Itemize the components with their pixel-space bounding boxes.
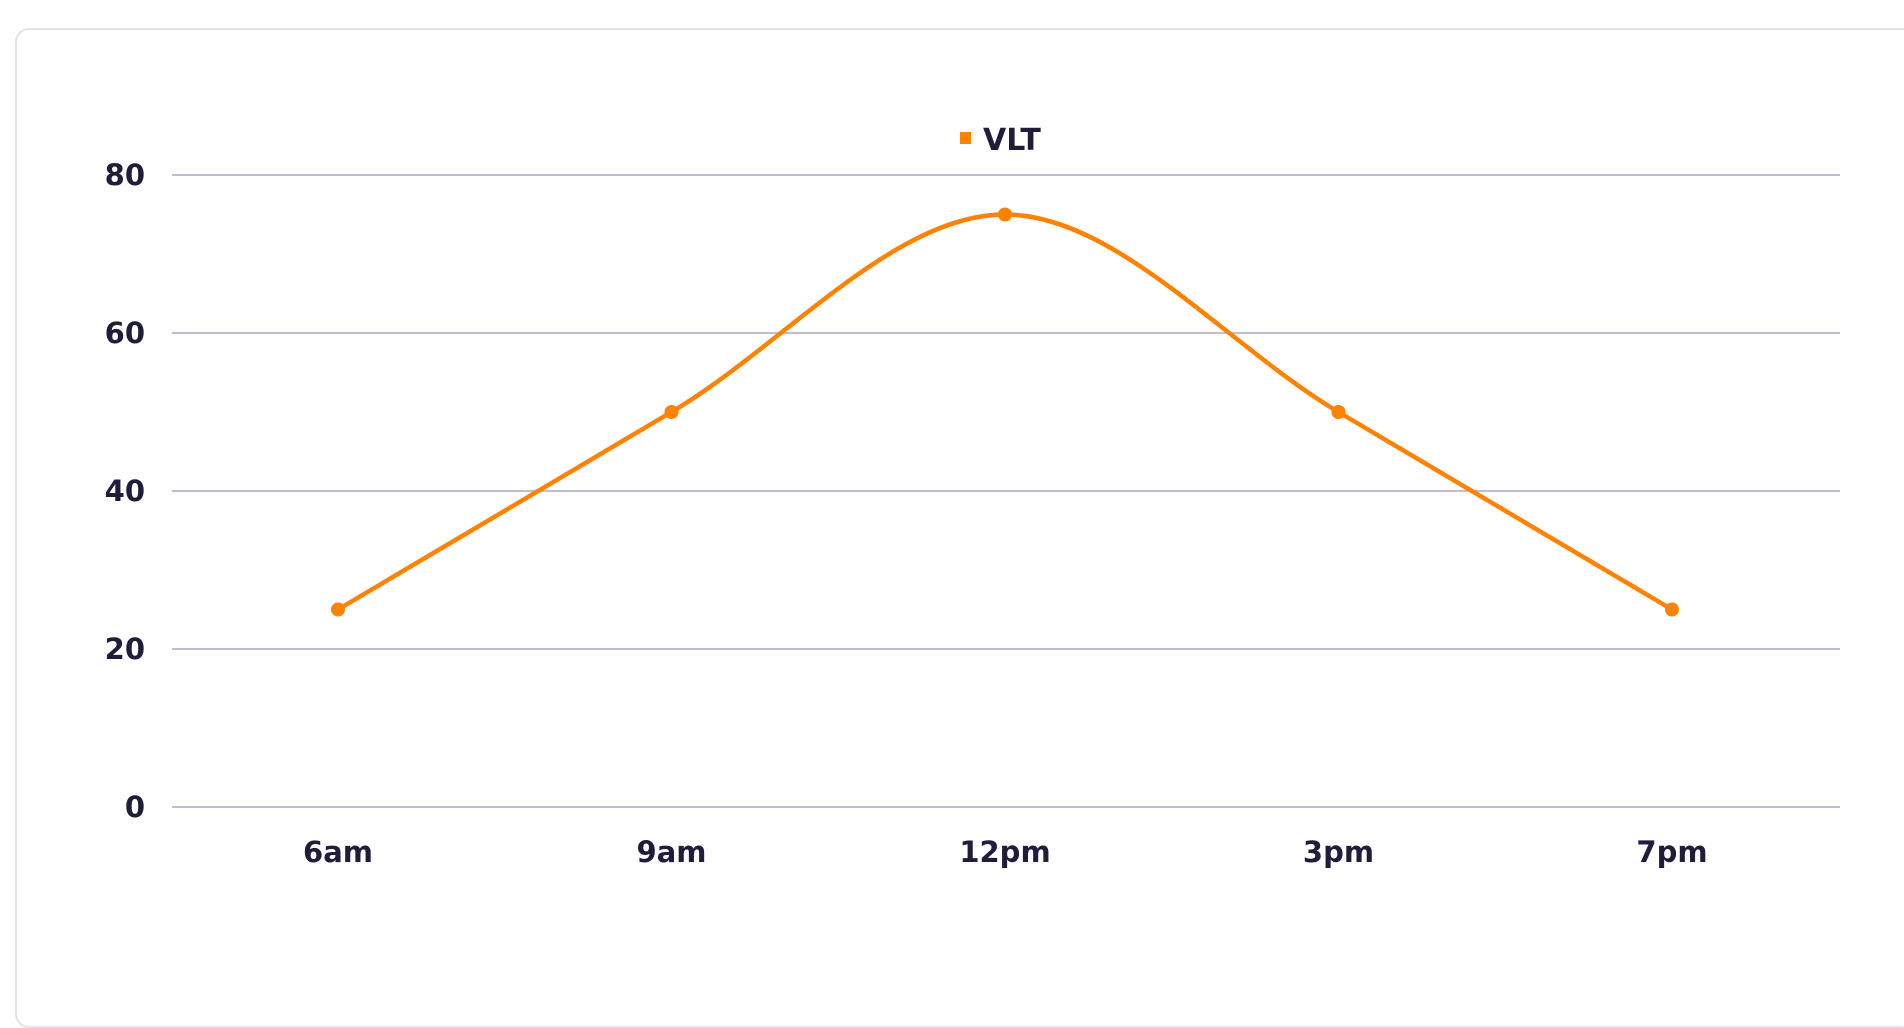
series-line-vlt	[335, 212, 1675, 612]
data-point[interactable]	[1665, 602, 1679, 617]
y-tick-label: 60	[105, 316, 145, 350]
x-tick-label: 7pm	[1636, 835, 1707, 869]
legend-swatch-vlt[interactable]	[960, 132, 971, 144]
gridlines	[172, 174, 1840, 808]
x-axis: 6am 9am 12pm 3pm 7pm	[303, 835, 1708, 869]
series-vlt	[331, 207, 1679, 617]
line-chart: 0 20 40 60 80 6am 9am 12pm 3pm 7pm VLT	[105, 123, 1840, 869]
legend[interactable]: VLT	[960, 123, 1041, 158]
x-tick-label: 9am	[637, 835, 707, 869]
x-tick-label: 6am	[303, 835, 373, 869]
data-point[interactable]	[998, 207, 1012, 222]
y-tick-label: 40	[105, 474, 145, 508]
y-tick-label: 80	[105, 158, 145, 192]
x-tick-label: 3pm	[1303, 835, 1374, 869]
data-point[interactable]	[1331, 405, 1346, 419]
y-axis: 0 20 40 60 80	[105, 158, 145, 824]
y-tick-label: 20	[105, 632, 145, 666]
x-tick-label: 12pm	[959, 835, 1050, 869]
data-point[interactable]	[331, 602, 345, 617]
data-point[interactable]	[664, 405, 679, 419]
chart-card	[15, 28, 1904, 1028]
y-tick-label: 0	[125, 790, 145, 824]
legend-label-vlt[interactable]: VLT	[983, 123, 1041, 158]
